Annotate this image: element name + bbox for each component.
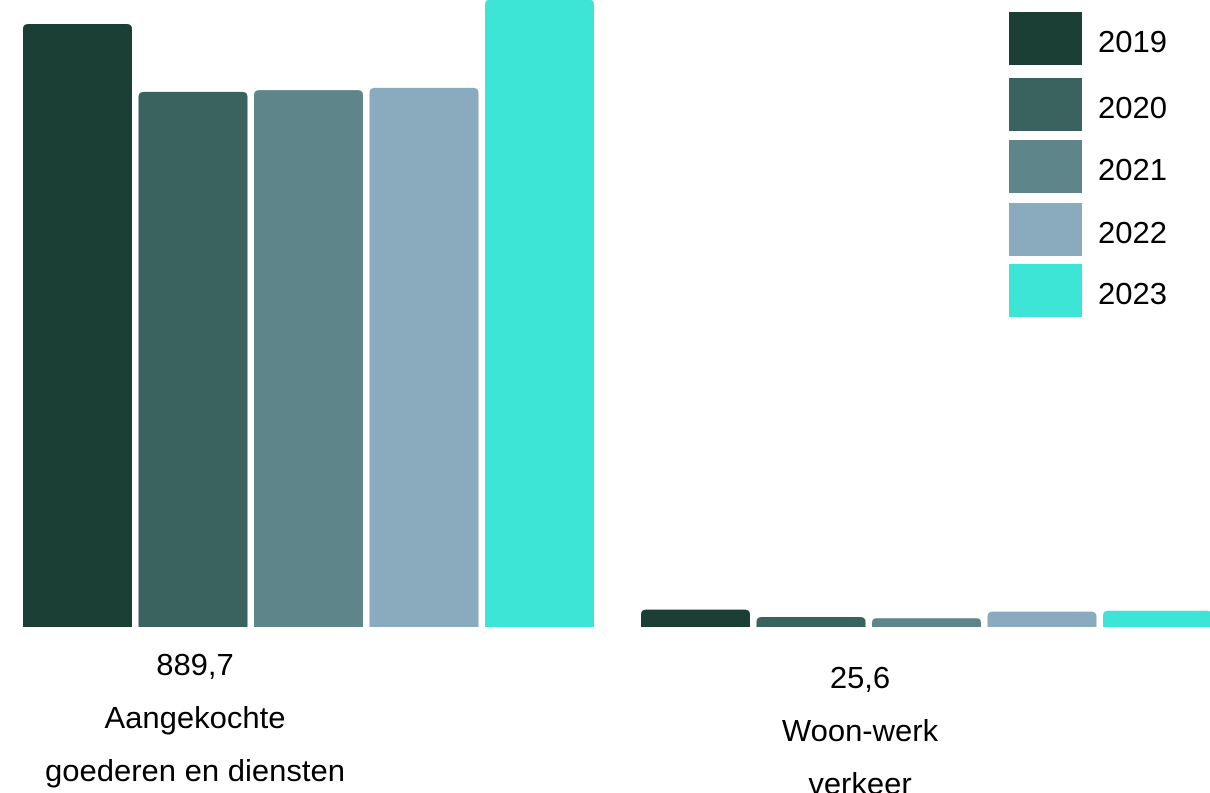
legend: 2019 2020 2021 2022 2023: [1009, 12, 1167, 317]
bar-2-2021: [872, 618, 981, 627]
category-2-label-line-2: verkeer: [808, 766, 911, 793]
category-labels: 889,7 Aangekochte goederen en diensten 25,6…: [45, 647, 939, 793]
bar-1-2022: [369, 87, 479, 627]
bar-2-2022: [987, 611, 1097, 627]
legend-swatch-2019: [1009, 12, 1082, 65]
legend-label-2022: 2022: [1098, 215, 1167, 250]
category-2-label-line-1: Woon-werk: [782, 713, 939, 748]
bar-2-2020: [756, 616, 866, 627]
legend-label-2019: 2019: [1098, 24, 1167, 59]
bar-1-2020: [138, 91, 248, 628]
category-1-value-label: 889,7: [156, 647, 234, 682]
legend-swatch-2022: [1009, 203, 1082, 256]
legend-swatch-2020: [1009, 78, 1082, 131]
legend-swatch-2021: [1009, 140, 1082, 193]
category-2-value-label: 25,6: [830, 660, 890, 695]
bars-layer: [23, 0, 1210, 628]
bar-1-2023: [485, 0, 594, 627]
bar-1-2021: [254, 90, 363, 627]
category-1-label-line-1: Aangekochte: [105, 700, 286, 735]
legend-swatch-2023: [1009, 264, 1082, 317]
legend-label-2023: 2023: [1098, 276, 1167, 311]
legend-label-2021: 2021: [1098, 152, 1167, 187]
bar-1-2019: [23, 24, 132, 627]
bar-2-2023: [1103, 610, 1210, 627]
legend-label-2020: 2020: [1098, 90, 1167, 125]
category-1-label-line-2: goederen en diensten: [45, 753, 345, 788]
bar-2-2019: [641, 609, 750, 627]
